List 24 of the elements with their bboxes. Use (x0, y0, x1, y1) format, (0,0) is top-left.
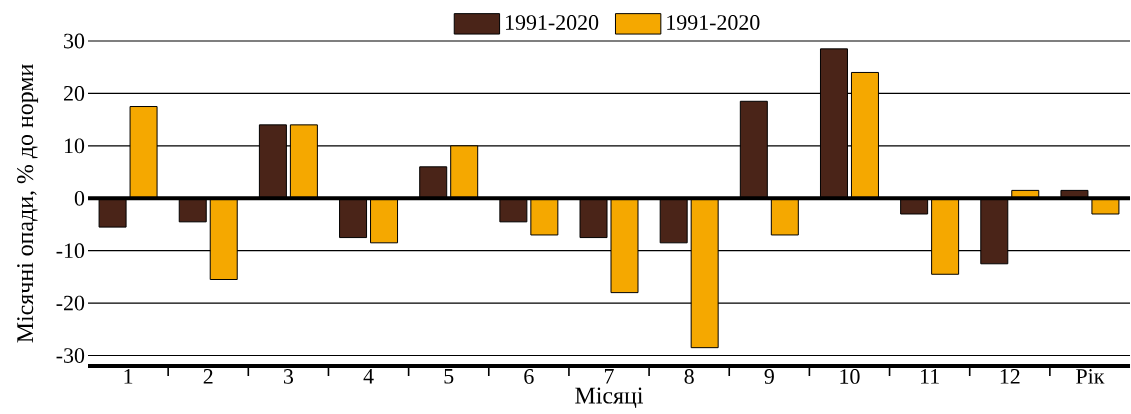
y-tick-label: -20 (56, 295, 85, 311)
x-tick-label: 2 (203, 369, 213, 384)
x-tick-label: Рік (1076, 369, 1105, 384)
x-axis-title: Місяці (575, 387, 644, 409)
x-tick-label: 8 (684, 369, 694, 384)
y-tick-label: 20 (64, 86, 85, 101)
x-tick-label: 10 (840, 369, 860, 384)
legend-label: 1991-2020 (667, 15, 760, 30)
x-tick-label: 4 (363, 369, 374, 384)
x-tick-label: 9 (764, 369, 774, 384)
y-tick-label: -30 (56, 348, 85, 363)
legend-label: 1991-2020 (506, 15, 599, 30)
x-tick-label: 11 (921, 369, 939, 384)
y-tick-label: 10 (64, 138, 85, 154)
y-axis-title: Місячні опади, % до норми (17, 64, 39, 343)
x-tick-label: 12 (1000, 369, 1020, 384)
x-tick-label: 1 (124, 369, 133, 384)
x-tick-label: 6 (524, 369, 534, 384)
x-tick-label: 7 (604, 369, 614, 384)
y-tick-label: 30 (64, 33, 85, 49)
y-tick-label: 0 (74, 190, 85, 206)
x-tick-label: 3 (283, 369, 293, 384)
x-tick-label: 5 (444, 369, 454, 384)
y-tick-label: -10 (56, 243, 85, 259)
